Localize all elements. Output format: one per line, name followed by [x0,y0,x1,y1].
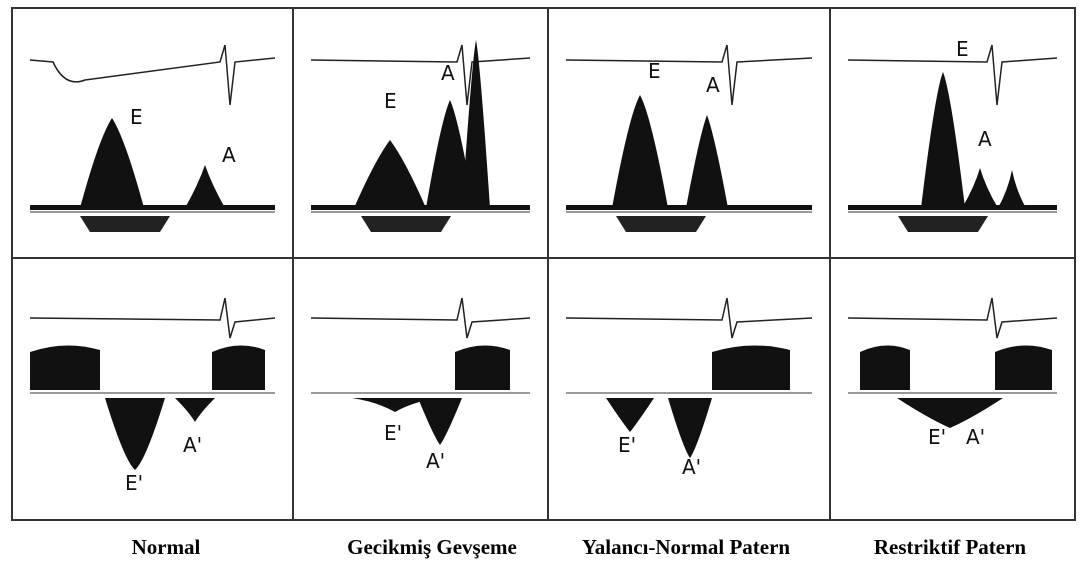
mitral-flow [998,170,1026,208]
tissue-doppler [175,398,215,422]
tissue-doppler [606,398,654,432]
mitral-flow [962,168,998,208]
peak-label: A' [426,449,445,473]
caption: Restriktif Patern [874,535,1027,559]
tissue-doppler [418,398,462,445]
annulus-positive [995,345,1052,390]
ecg-trace [311,298,530,338]
peak-label: A [978,127,992,151]
ecg-trace [848,45,1057,105]
peak-label: A' [682,455,701,479]
mitral-flow [80,118,144,208]
annulus-positive [860,345,910,390]
frame [12,8,1075,520]
ecg-trace [566,45,812,105]
below-baseline [80,216,170,232]
ecg-trace [566,298,812,338]
mitral-flow [185,165,225,208]
peak-label: E [130,105,143,129]
mitral-flow [921,72,965,208]
caption: Yalancı-Normal Patern [582,535,791,559]
ecg-trace [311,45,530,105]
mitral-flow [612,95,668,208]
tissue-doppler [668,398,712,458]
annulus-positive [212,345,265,390]
annulus-positive [455,345,510,390]
peak-label: E' [928,425,946,449]
tissue-doppler [897,398,1003,428]
caption: Normal [132,535,201,559]
annulus-positive [30,345,100,390]
mitral-flow [354,140,426,208]
peak-label: A [441,61,455,85]
ecg-trace [848,298,1057,338]
peak-label: E' [618,433,636,457]
peak-label: E' [125,471,143,495]
peak-label: A' [966,425,985,449]
tissue-doppler [105,398,165,470]
velocity-noise [30,205,275,210]
mitral-flow [686,115,728,208]
ecg-trace [30,45,275,105]
peak-label: A [222,143,236,167]
peak-label: E' [384,421,402,445]
peak-label: A [706,73,720,97]
waveforms: E A E' A' Normal E A E' A' Gecikmiş Gevşeme E A E' A'… [30,37,1057,559]
peak-label: E [648,59,661,83]
peak-label: E [384,89,397,113]
figure: E A E' A' Normal E A E' A' Gecikmiş Gevşeme E A E' A'… [0,0,1086,561]
peak-label: E [956,37,969,61]
mitral-flow [462,40,490,208]
below-baseline [361,216,451,232]
below-baseline [616,216,706,232]
caption: Gecikmiş Gevşeme [347,535,517,559]
ecg-trace [30,298,275,338]
peak-label: A' [183,433,202,457]
below-baseline [898,216,988,232]
annulus-positive [712,345,790,390]
